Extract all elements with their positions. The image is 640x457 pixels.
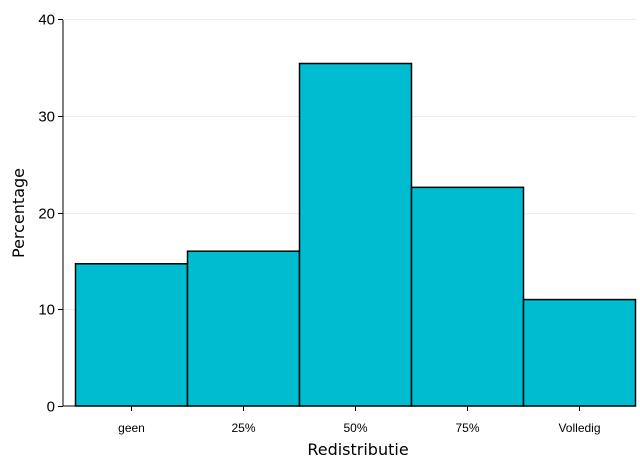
- bar-50%: [298, 62, 413, 407]
- x-tick-label: Volledig: [558, 421, 600, 435]
- y-tick-label: 30: [38, 109, 55, 126]
- x-tick-label: 25%: [231, 421, 255, 435]
- bar-geen: [74, 263, 189, 407]
- x-tick-label: geen: [118, 421, 145, 435]
- y-ticks: 0 10 20 30 40: [38, 12, 63, 416]
- x-tick-label: 50%: [343, 421, 367, 435]
- x-axis-title: Redistributie: [307, 440, 408, 457]
- bar-Volledig: [522, 298, 637, 407]
- bar-25%: [186, 250, 301, 407]
- y-tick-label: 0: [47, 399, 55, 416]
- x-ticks: geen 25% 50% 75% Volledig: [118, 406, 601, 435]
- y-tick-label: 20: [38, 206, 55, 223]
- x-tick-label: 75%: [455, 421, 479, 435]
- bar-75%: [410, 186, 525, 407]
- y-axis-title: Percentage: [9, 168, 28, 258]
- y-tick-label: 40: [38, 12, 55, 29]
- y-tick-label: 10: [38, 302, 55, 319]
- bars: [74, 62, 637, 407]
